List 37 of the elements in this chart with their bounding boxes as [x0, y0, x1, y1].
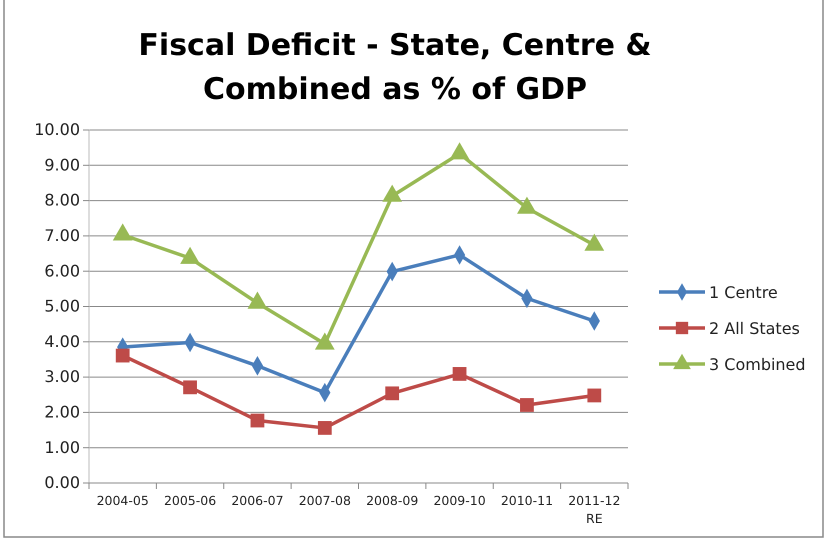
point: [112, 223, 133, 241]
y-tick-label: 0.00: [44, 473, 80, 492]
legend-label: 1 Centre: [709, 283, 778, 302]
point: [517, 196, 537, 214]
point: [385, 386, 400, 400]
y-tick-label: 4.00: [44, 332, 80, 351]
legend-label: 2 All States: [709, 319, 800, 338]
x-tick-label: 2004-05: [96, 493, 149, 508]
x-tick-label: 2006-07: [231, 493, 284, 508]
y-tick-label: 7.00: [44, 226, 80, 246]
x-tick-label: 2010-11: [500, 493, 554, 508]
y-tick-label: 9.00: [44, 155, 80, 174]
y-tick-label: 10.00: [34, 120, 80, 140]
y-tick-label: 8.00: [44, 190, 80, 210]
point: [116, 348, 130, 362]
point: [452, 367, 466, 381]
point: [180, 246, 200, 264]
x-tick-label: 2011-12 RE: [568, 493, 620, 526]
y-tick-label: 6.00: [44, 261, 80, 280]
y-tick-label: 2.00: [44, 402, 80, 422]
point: [584, 234, 604, 251]
legend-label: 3 Combined: [709, 355, 806, 374]
x-tick-label: 2007-08: [298, 493, 351, 508]
point: [183, 380, 197, 394]
y-tick-label: 1.00: [44, 438, 80, 457]
point: [520, 398, 534, 412]
point: [587, 388, 602, 402]
x-tick-label: 2009-10: [433, 493, 486, 508]
point: [450, 142, 470, 160]
point: [318, 421, 332, 435]
point: [382, 184, 402, 202]
y-tick-label: 5.00: [44, 296, 80, 316]
y-tick-label: 3.00: [44, 367, 80, 386]
chart-title: Fiscal Deficit - State, Centre & Combined as % of GDP: [138, 28, 652, 107]
x-tick-label: 2008-09: [366, 493, 418, 508]
x-tick-label: 2005-06: [164, 493, 216, 508]
point: [250, 414, 264, 428]
